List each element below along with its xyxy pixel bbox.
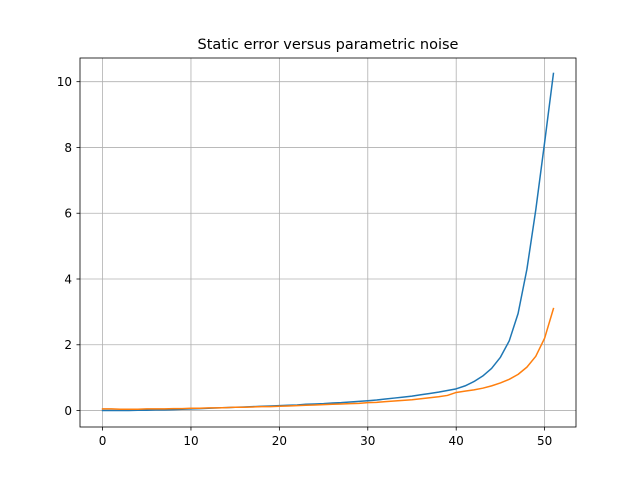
- y-tick-label: 8: [64, 141, 72, 155]
- series-line-1: [101, 72, 555, 412]
- series-layer: [101, 72, 555, 412]
- y-tick-label: 10: [57, 75, 72, 89]
- x-tick-label: 40: [449, 434, 464, 448]
- x-tick-label: 0: [99, 434, 107, 448]
- x-tick-label: 10: [183, 434, 198, 448]
- x-tick-label: 50: [537, 434, 552, 448]
- y-tick-label: 0: [64, 404, 72, 418]
- ticks: 0 10 20 30 40 50 0 2 4 6 8 10: [57, 75, 553, 448]
- x-tick-label: 20: [272, 434, 287, 448]
- x-tick-label: 30: [360, 434, 375, 448]
- plot-frame: [79, 57, 577, 428]
- axes: [79, 57, 577, 428]
- y-tick-label: 4: [64, 272, 72, 286]
- series-line-2: [101, 307, 555, 410]
- chart-title: Static error versus parametric noise: [198, 37, 459, 53]
- y-tick-label: 6: [64, 207, 72, 221]
- y-tick-label: 2: [64, 338, 72, 352]
